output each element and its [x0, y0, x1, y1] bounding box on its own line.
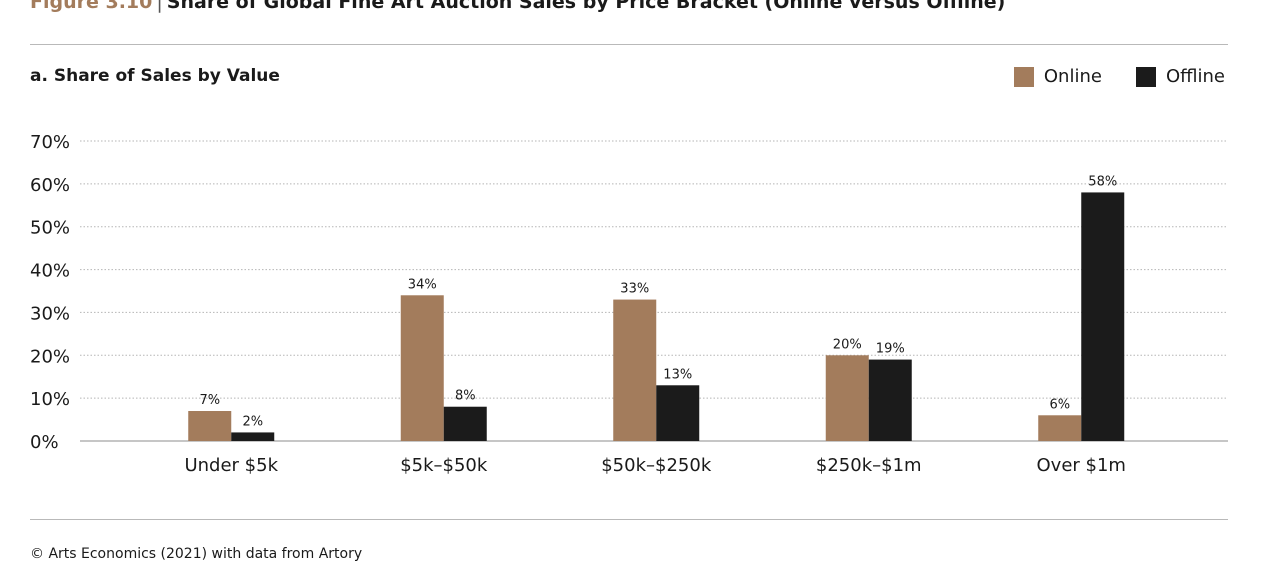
- figure-number: Figure 3.10: [30, 0, 153, 13]
- bar-offline: [443, 406, 487, 441]
- top-divider: [30, 44, 1228, 45]
- legend-item-online: Online: [1013, 66, 1102, 87]
- data-label: 8%: [455, 389, 476, 404]
- data-label: 19%: [876, 342, 905, 357]
- source-note: © Arts Economics (2021) with data from A…: [30, 546, 363, 562]
- y-tick-label: 50%: [30, 218, 70, 239]
- bar-offline: [656, 385, 700, 441]
- bottom-divider: [30, 519, 1228, 520]
- title-separator: |: [156, 0, 163, 13]
- legend-item-offline: Offline: [1135, 66, 1225, 87]
- y-tick-label: 0%: [30, 432, 59, 453]
- bar-online: [613, 299, 657, 441]
- bar-offline: [1081, 192, 1125, 441]
- data-label: 20%: [833, 337, 862, 352]
- data-label: 2%: [242, 414, 263, 429]
- y-tick-label: 70%: [30, 132, 70, 153]
- x-tick-label: $250k–$1m: [816, 455, 922, 476]
- x-tick-label: $5k–$50k: [400, 455, 488, 476]
- x-tick-label: Over $1m: [1037, 455, 1126, 476]
- data-label: 6%: [1049, 397, 1070, 412]
- legend-label-online: Online: [1043, 66, 1102, 87]
- y-tick-label: 10%: [30, 389, 70, 410]
- panel-title: a. Share of Sales by Value: [30, 66, 280, 86]
- x-tick-label: Under $5k: [184, 455, 278, 476]
- bar-offline: [231, 432, 275, 441]
- y-tick-label: 30%: [30, 303, 70, 324]
- x-tick-label: $50k–$250k: [601, 455, 712, 476]
- y-tick-label: 20%: [30, 346, 70, 367]
- legend-swatch-online: [1013, 66, 1034, 87]
- bar-offline: [868, 359, 912, 441]
- figure-title-text: Share of Global Fine Art Auction Sales b…: [166, 0, 1006, 13]
- bar-online: [400, 295, 444, 441]
- y-tick-label: 60%: [30, 175, 70, 196]
- data-label: 13%: [663, 367, 692, 382]
- legend-label-offline: Offline: [1165, 66, 1225, 87]
- legend-swatch-offline: [1135, 66, 1156, 87]
- chart-legend: Online Offline: [980, 66, 1225, 87]
- bar-online: [188, 411, 232, 441]
- data-label: 34%: [408, 277, 437, 292]
- data-label: 58%: [1088, 174, 1117, 189]
- bar-online: [825, 355, 869, 441]
- y-tick-label: 40%: [30, 261, 70, 282]
- figure-title: Figure 3.10 | Share of Global Fine Art Auc…: [30, 0, 1005, 13]
- data-label: 7%: [199, 393, 220, 408]
- bar-online: [1038, 415, 1082, 441]
- data-label: 33%: [620, 282, 649, 297]
